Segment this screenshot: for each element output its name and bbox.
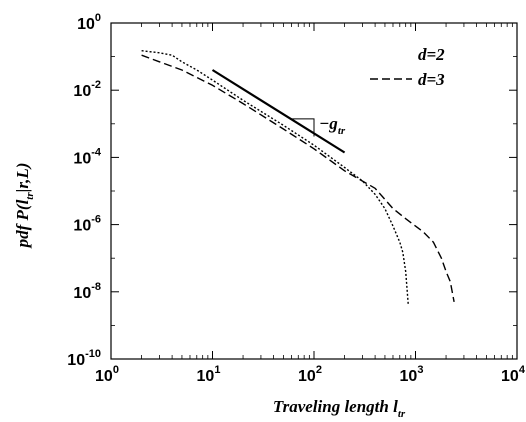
- y-tick-exp: -4: [91, 146, 102, 158]
- y-tick-label-0: 100: [77, 12, 101, 33]
- y-tick-exp: -6: [91, 214, 101, 226]
- y-tick-exp: 0: [95, 12, 101, 24]
- data-series: [141, 50, 455, 306]
- y-tick-label-1: 10-2: [73, 79, 101, 100]
- x-tick-exp: 4: [519, 364, 526, 376]
- slope-label-main: −g: [319, 114, 338, 133]
- x-tick-exp: 1: [214, 364, 220, 376]
- x-tick-base: 10: [95, 368, 113, 385]
- x-axis-label-main: Traveling length: [273, 397, 389, 416]
- x-axis-label: Traveling length ltr: [273, 397, 406, 420]
- series-line-fit-2: [211, 69, 346, 154]
- x-tick-label-4: 104: [501, 364, 526, 385]
- y-tick-base: 10: [73, 83, 91, 100]
- slope-annotation: −gtr: [291, 114, 346, 137]
- y-axis-label-sub: tr: [24, 192, 36, 200]
- x-tick-base: 10: [501, 368, 519, 385]
- x-tick-label-1: 101: [197, 364, 221, 385]
- legend-label-1: d=3: [418, 70, 445, 89]
- x-axis-label-sub: tr: [398, 408, 406, 420]
- x-axis-label-l: l: [393, 397, 398, 416]
- x-tick-exp: 0: [113, 364, 119, 376]
- slope-label-sub: tr: [338, 125, 346, 137]
- series-line-d2: [141, 50, 409, 306]
- y-tick-label-3: 10-6: [73, 214, 101, 235]
- series-line-d3: [141, 54, 455, 303]
- x-tick-exp: 3: [417, 364, 423, 376]
- y-tick-label-5: 10-10: [67, 348, 101, 369]
- y-axis-label-tail: |r,L): [13, 163, 32, 193]
- y-tick-label-2: 10-4: [73, 146, 101, 167]
- y-axis-label: pdf P(ltr|r,L): [13, 163, 36, 250]
- x-tick-exp: 2: [316, 364, 322, 376]
- x-tick-base: 10: [400, 368, 418, 385]
- y-tick-exp: -8: [91, 281, 101, 293]
- x-tick-base: 10: [298, 368, 316, 385]
- x-tick-label-0: 100: [95, 364, 119, 385]
- y-tick-base: 10: [73, 218, 91, 235]
- x-tick-label-3: 103: [400, 364, 424, 385]
- slope-label: −gtr: [319, 114, 346, 137]
- y-tick-base: 10: [73, 150, 91, 167]
- y-tick-exp: -2: [91, 79, 101, 91]
- y-tick-base: 10: [67, 352, 85, 369]
- y-tick-base: 10: [73, 285, 91, 302]
- y-tick-exp: -10: [85, 348, 101, 360]
- legend: d=2d=3: [370, 45, 445, 89]
- plot-border: [110, 22, 518, 360]
- x-axis-ticks: 100 101 102 103 104: [95, 23, 526, 385]
- y-tick-label-4: 10-8: [73, 281, 101, 302]
- plot-frame: [110, 22, 518, 360]
- y-tick-base: 10: [77, 16, 95, 33]
- x-tick-label-2: 102: [298, 364, 322, 385]
- legend-label-0: d=2: [418, 45, 445, 64]
- x-tick-base: 10: [197, 368, 215, 385]
- slope-triangle: [291, 118, 315, 137]
- y-axis-label-main: pdf P(l: [13, 199, 32, 249]
